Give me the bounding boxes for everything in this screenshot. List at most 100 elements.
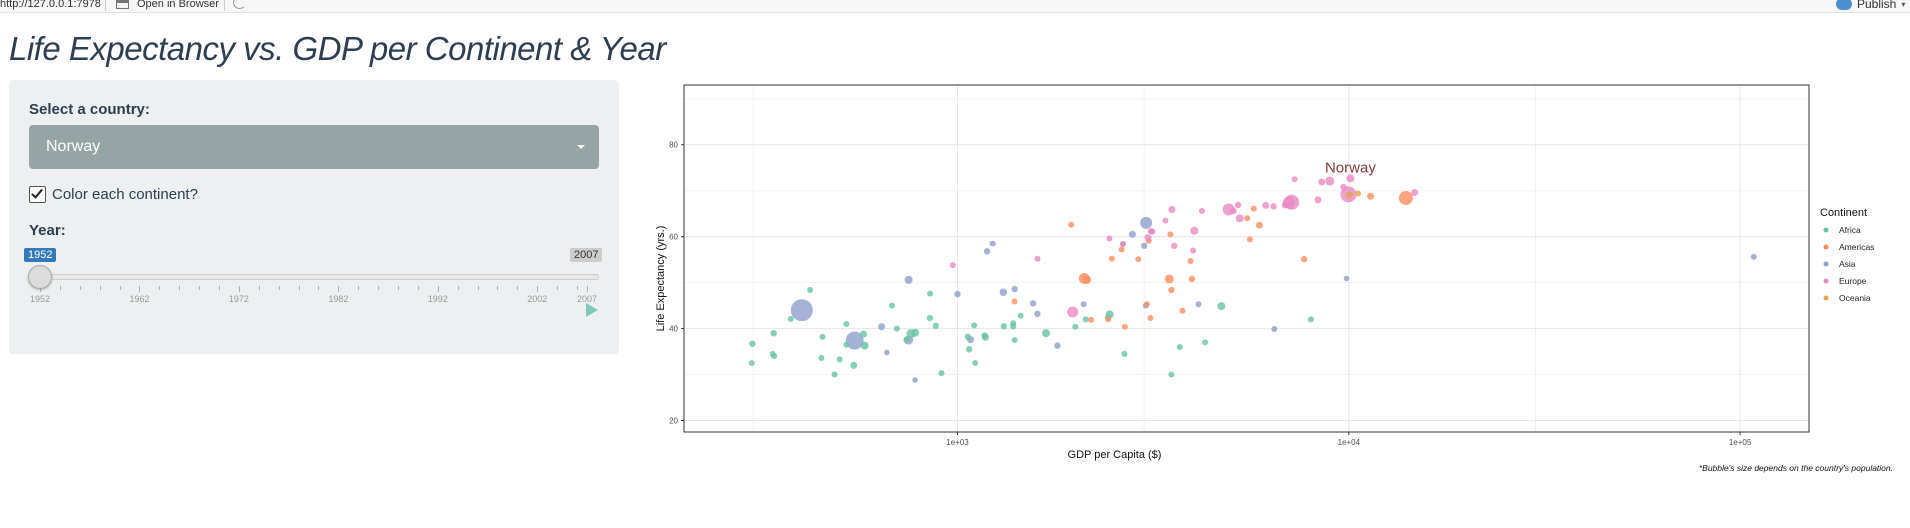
data-point-africa xyxy=(938,370,945,377)
data-point-europe xyxy=(1262,201,1270,209)
year-slider-track[interactable] xyxy=(29,274,599,280)
slider-tick-label: 1952 xyxy=(29,294,51,304)
data-point-americas xyxy=(1167,231,1174,238)
slider-tick xyxy=(258,286,260,290)
open-browser-icon[interactable] xyxy=(116,0,129,9)
data-point-europe xyxy=(1034,255,1041,262)
data-point-europe xyxy=(1171,242,1178,250)
publish-button[interactable]: Publish ▾ xyxy=(1836,0,1905,11)
slider-tick xyxy=(358,286,360,290)
data-point-europe xyxy=(1270,203,1277,210)
data-point-americas xyxy=(1068,221,1075,228)
data-point-africa xyxy=(749,340,756,347)
data-point-asia xyxy=(1080,301,1087,308)
y-tick-label: 60 xyxy=(669,233,678,242)
data-point-africa xyxy=(843,341,850,348)
data-point-africa xyxy=(1010,320,1017,327)
slider-tick xyxy=(119,286,121,290)
slider-tick xyxy=(537,286,539,292)
legend-item-asia: Asia xyxy=(1839,259,1856,269)
data-point-americas xyxy=(1105,316,1112,323)
slider-tick xyxy=(79,286,81,290)
legend-item-europe: Europe xyxy=(1839,276,1867,286)
slider-tick xyxy=(398,286,400,290)
data-point-africa xyxy=(770,329,777,337)
data-point-africa xyxy=(1168,371,1175,378)
data-point-africa xyxy=(971,322,978,329)
data-point-europe xyxy=(1234,201,1242,209)
year-selected-badge: 1952 xyxy=(24,248,57,262)
data-point-europe xyxy=(1291,176,1298,183)
country-select[interactable]: Norway xyxy=(29,125,599,169)
slider-tick xyxy=(139,286,141,292)
data-point-americas xyxy=(1143,301,1150,308)
year-slider-label: Year: xyxy=(29,222,66,239)
scatter-chart: Norway 1e+03 1e+04 1e+05 20 40 60 80 GDP per Cap… xyxy=(650,75,1910,475)
data-point-africa xyxy=(1011,337,1018,344)
data-point-africa xyxy=(932,322,939,330)
slider-tick xyxy=(577,286,579,290)
data-point-africa xyxy=(903,336,910,343)
data-point-africa xyxy=(818,355,825,362)
open-in-browser-button[interactable]: Open in Browser xyxy=(137,0,219,10)
y-tick-label: 80 xyxy=(669,141,678,150)
slider-tick-label: 1972 xyxy=(228,294,249,304)
data-point-africa xyxy=(1176,343,1183,350)
y-tick-label: 20 xyxy=(669,417,678,426)
data-point-europe xyxy=(1144,234,1152,242)
slider-tick xyxy=(587,286,588,292)
slider-tick xyxy=(219,286,221,290)
data-point-asia xyxy=(983,248,991,255)
y-axis-title: Life Expectancy (yrs.) xyxy=(655,226,667,332)
data-point-africa xyxy=(981,333,989,341)
year-slider-handle[interactable] xyxy=(28,265,52,289)
data-point-africa xyxy=(1072,323,1079,330)
x-axis-title: GDP per Capita ($) xyxy=(1068,449,1162,461)
legend-swatch xyxy=(1823,227,1829,233)
slider-tick-label: 1992 xyxy=(427,294,448,304)
data-point-asia xyxy=(904,275,913,284)
data-point-americas xyxy=(1255,221,1263,229)
data-point-europe xyxy=(1106,235,1113,242)
x-tick-label: 1e+05 xyxy=(1729,438,1752,447)
data-point-africa xyxy=(1017,312,1024,319)
color-continent-checkbox[interactable] xyxy=(29,186,46,203)
refresh-icon[interactable] xyxy=(233,0,246,9)
data-point-africa xyxy=(1082,316,1089,323)
slider-tick xyxy=(40,286,41,292)
slider-tick xyxy=(378,286,380,290)
legend-swatch xyxy=(1823,295,1829,301)
data-point-africa xyxy=(807,286,814,293)
data-point-asia xyxy=(1750,253,1757,260)
slider-tick xyxy=(318,286,320,290)
data-point-africa xyxy=(906,329,916,339)
play-icon[interactable] xyxy=(586,303,598,317)
data-point-africa xyxy=(926,314,934,322)
data-point-oceania xyxy=(1355,190,1362,197)
chevron-down-icon[interactable]: ▾ xyxy=(1901,0,1906,9)
data-point-asia xyxy=(1140,216,1153,229)
data-point-asia xyxy=(999,288,1008,297)
slider-tick xyxy=(159,286,161,290)
country-select-label: Select a country: xyxy=(29,101,150,118)
url-text: http://127.0.0.1:7978 xyxy=(0,0,101,10)
data-point-europe xyxy=(1067,306,1079,318)
data-point-europe xyxy=(1198,207,1205,214)
legend-item-africa: Africa xyxy=(1839,225,1861,235)
slider-tick-label: 1962 xyxy=(129,294,150,304)
slider-tick xyxy=(199,286,201,290)
data-point-americas xyxy=(1187,258,1194,265)
data-point-africa xyxy=(964,333,972,341)
slider-tick xyxy=(238,286,240,292)
data-point-americas xyxy=(1179,307,1186,314)
data-point-americas xyxy=(1011,298,1018,305)
data-point-africa xyxy=(850,361,858,369)
data-point-asia xyxy=(1128,230,1136,238)
data-point-asia xyxy=(912,377,918,383)
data-point-africa xyxy=(1000,323,1007,330)
data-point-europe xyxy=(1119,241,1126,248)
toolbar-divider xyxy=(105,0,106,11)
color-continent-label[interactable]: Color each continent? xyxy=(52,186,198,203)
data-point-americas xyxy=(1367,192,1375,200)
data-point-asia xyxy=(1343,275,1350,282)
